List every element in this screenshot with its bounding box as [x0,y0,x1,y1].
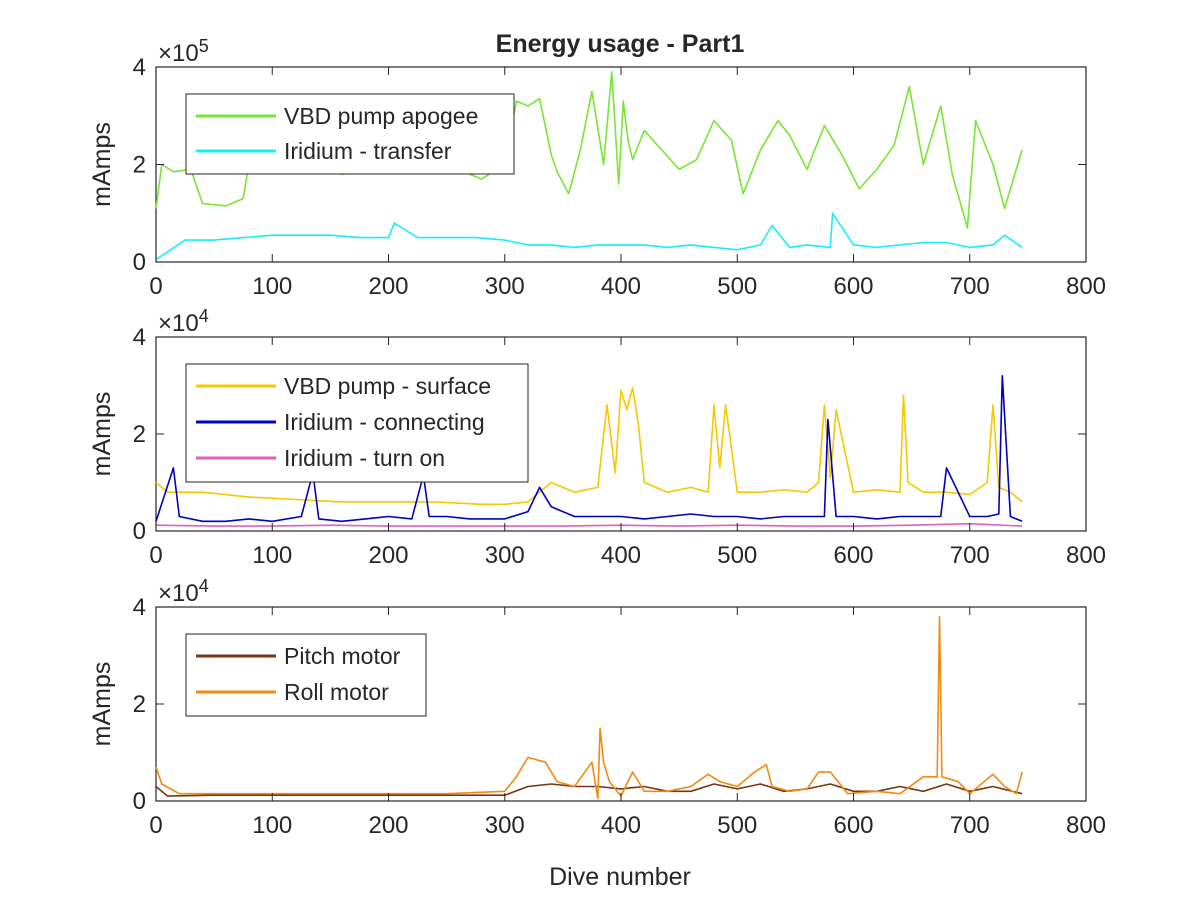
panel1-legend [185,93,515,175]
panel1-x-tick-label: 400 [601,273,641,300]
panel2-y-tick-label: 2 [133,421,146,448]
panel2-y-axis-label: mAmps [88,392,116,477]
panel1-y-axis-label: mAmps [88,122,116,207]
panel2-y-tick-label: 0 [133,518,146,545]
panel3-series-1-line [155,783,1023,797]
panel2-x-tick-label: 600 [833,542,873,569]
panel2-x-tick-label: 500 [717,542,757,569]
panel1-y-tick-label: 0 [133,249,146,276]
panel1-legend-label-2: Iridium - transfer [284,138,452,164]
panel1-x-tick-label: 200 [368,273,408,300]
panel1-x-tick-label: 300 [485,273,525,300]
panel1-x-tick-label: 600 [833,273,873,300]
panel2-y-tick-label: 4 [133,324,146,351]
panel2-legend-label-2: Iridium - connecting [284,409,485,435]
panel3-x-tick-label: 600 [833,812,873,839]
panel2-exponent-label: ×104 [158,306,209,337]
panel1-y-tick-label: 4 [133,54,146,81]
panel3-legend-label-1: Pitch motor [284,643,401,669]
panel3-legend [185,633,427,717]
panel1-legend-label-1: VBD pump apogee [284,103,478,129]
panel1-x-tick-label: 700 [950,273,990,300]
panel3-y-tick-label: 0 [133,788,146,815]
panel3-x-tick-label: 800 [1066,812,1106,839]
panel2-legend-label-3: Iridium - turn on [284,445,445,471]
panel2-x-tick-label: 200 [368,542,408,569]
panel2-series-3-line [155,522,1023,527]
panel3-x-tick-label: 400 [601,812,641,839]
panel2-x-tick-label: 0 [149,542,162,569]
chart-title: Energy usage - Part1 [496,30,745,58]
panel1-x-tick-label: 500 [717,273,757,300]
panel1-series-2-line [155,212,1023,261]
panel3-exponent-label: ×104 [158,576,209,607]
panel1-exponent-label: ×105 [158,36,209,67]
panel3-y-tick-label: 4 [133,594,146,621]
panel2-x-tick-label: 100 [252,542,292,569]
panel2-x-tick-label: 800 [1066,542,1106,569]
panel3-x-tick-label: 700 [950,812,990,839]
panel3-x-tick-label: 100 [252,812,292,839]
panel1-x-tick-label: 100 [252,273,292,300]
x-axis-label: Dive number [549,863,691,891]
panel2-series-1-line [155,387,1023,506]
panel3-x-tick-label: 0 [149,812,162,839]
panel2-x-tick-label: 400 [601,542,641,569]
panel3-series-2-line [155,615,1023,800]
panel3-legend-label-2: Roll motor [284,679,389,705]
panel3-y-tick-label: 2 [133,691,146,718]
panel1-y-tick-label: 2 [133,152,146,179]
panel1-x-tick-label: 0 [149,273,162,300]
panel2-legend-label-1: VBD pump - surface [284,373,491,399]
panel3-x-tick-label: 200 [368,812,408,839]
panel1-x-tick-label: 800 [1066,273,1106,300]
panel2-x-tick-label: 300 [485,542,525,569]
panel3-x-tick-label: 500 [717,812,757,839]
panel3-y-axis-label: mAmps [88,662,116,747]
panel3-x-tick-label: 300 [485,812,525,839]
panel2-x-tick-label: 700 [950,542,990,569]
